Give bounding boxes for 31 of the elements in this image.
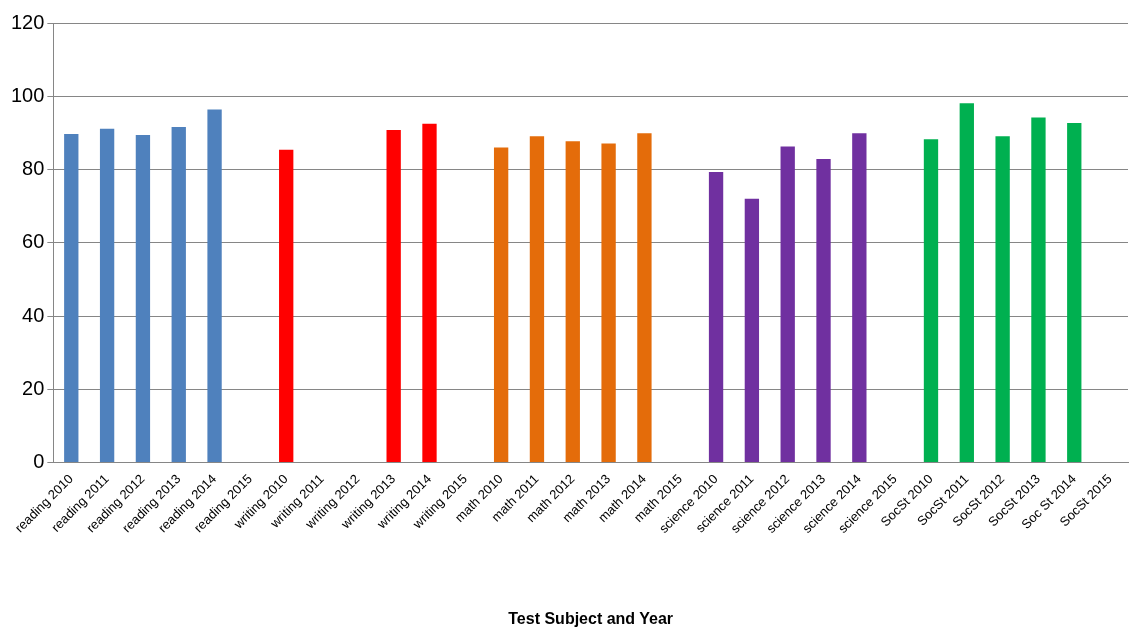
- bar: [171, 127, 186, 463]
- bar: [852, 133, 867, 463]
- y-tick-label: 80: [22, 157, 45, 180]
- bar: [99, 128, 115, 463]
- bar: [923, 139, 939, 463]
- bar: [780, 146, 795, 463]
- bar: [1031, 117, 1046, 463]
- bar: [1067, 123, 1082, 463]
- y-tick-label: 100: [10, 83, 45, 106]
- bar: [601, 143, 616, 463]
- bar: [995, 136, 1010, 463]
- bar: [565, 141, 580, 463]
- bar: [708, 172, 724, 463]
- bar: [493, 147, 509, 463]
- y-tick-label: 60: [22, 230, 45, 253]
- bar: [207, 109, 222, 463]
- y-tick-label: 20: [22, 376, 45, 399]
- bar: [386, 129, 401, 463]
- x-axis-title: Test Subject and Year: [508, 609, 674, 627]
- bar: [422, 123, 437, 463]
- y-tick-label: 120: [10, 10, 45, 33]
- bar: [637, 133, 652, 463]
- bar: [744, 198, 760, 463]
- bar: [959, 103, 974, 463]
- y-tick-label: 0: [33, 450, 45, 473]
- y-tick-label: 40: [22, 303, 45, 326]
- bar: [529, 136, 545, 463]
- bar: [135, 135, 151, 463]
- bar: [816, 158, 831, 463]
- bar: [279, 149, 294, 463]
- bar: [64, 134, 79, 463]
